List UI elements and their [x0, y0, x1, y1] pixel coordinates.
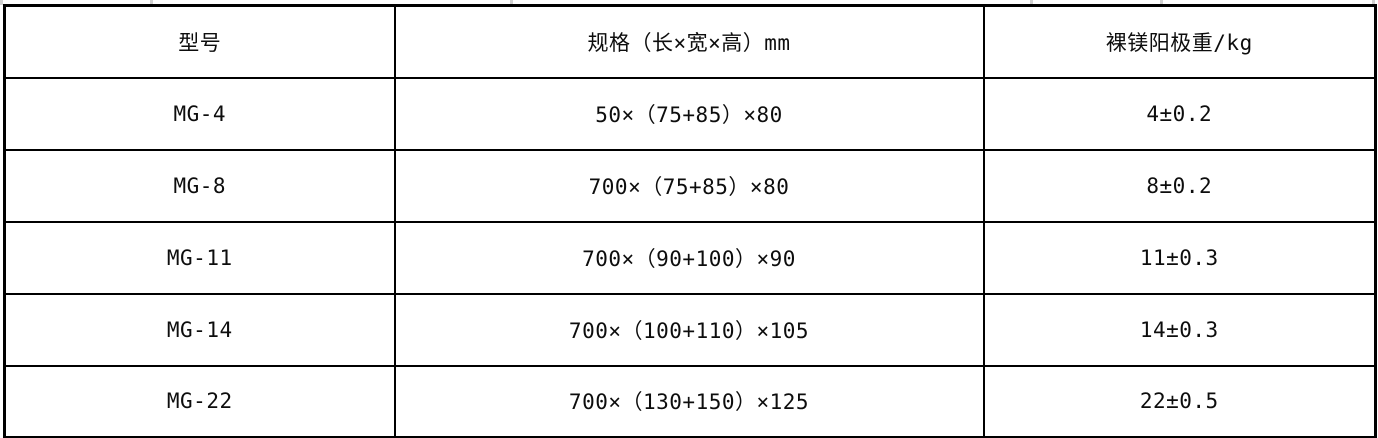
cell-spec: 700×（130+150）×125 — [393, 364, 985, 438]
cell-model: MG-8 — [3, 148, 396, 223]
cell-spec: 50×（75+85）×80 — [393, 76, 985, 151]
column-header-weight: 裸镁阳极重/kg — [982, 4, 1377, 79]
gridline-artifact — [1030, 0, 1033, 5]
gridline-artifact — [1372, 0, 1375, 5]
gridline-artifact — [1160, 0, 1163, 5]
cell-weight: 14±0.3 — [982, 292, 1377, 367]
table-row: MG-14 700×（100+110）×105 14±0.3 — [3, 292, 1377, 367]
cell-model: MG-22 — [3, 364, 396, 438]
table-row: MG-4 50×（75+85）×80 4±0.2 — [3, 76, 1377, 151]
table-row: MG-8 700×（75+85）×80 8±0.2 — [3, 148, 1377, 223]
cell-spec: 700×（90+100）×90 — [393, 220, 985, 295]
cell-model: MG-14 — [3, 292, 396, 367]
gridline-artifact — [510, 0, 513, 5]
gridline-artifact — [0, 0, 3, 5]
header-row: 型号 规格（长×宽×高）mm 裸镁阳极重/kg — [3, 4, 1377, 79]
cell-weight: 11±0.3 — [982, 220, 1377, 295]
cell-model: MG-11 — [3, 220, 396, 295]
table-row: MG-22 700×（130+150）×125 22±0.5 — [3, 364, 1377, 438]
column-header-spec: 规格（长×宽×高）mm — [393, 4, 985, 79]
cell-weight: 22±0.5 — [982, 364, 1377, 438]
table-row: MG-11 700×（90+100）×90 11±0.3 — [3, 220, 1377, 295]
column-header-model: 型号 — [3, 4, 396, 79]
cell-spec: 700×（75+85）×80 — [393, 148, 985, 223]
cell-weight: 8±0.2 — [982, 148, 1377, 223]
gridline-artifact — [150, 0, 153, 5]
anode-spec-table: 型号 规格（长×宽×高）mm 裸镁阳极重/kg MG-4 50×（75+85）×… — [3, 4, 1377, 438]
cell-spec: 700×（100+110）×105 — [393, 292, 985, 367]
cell-weight: 4±0.2 — [982, 76, 1377, 151]
cell-model: MG-4 — [3, 76, 396, 151]
